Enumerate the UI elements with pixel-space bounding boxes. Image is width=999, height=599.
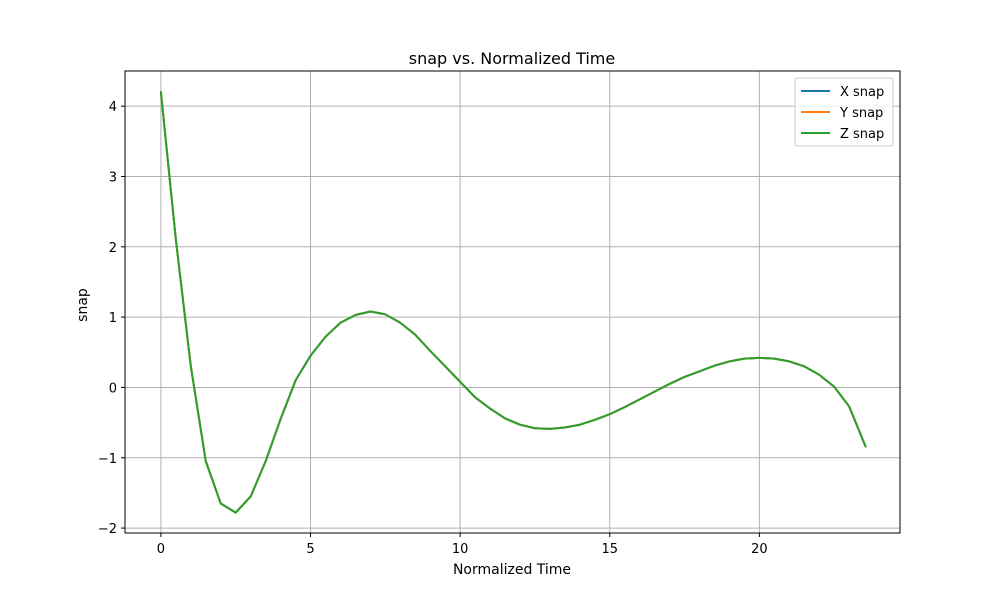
- y-axis-label: snap: [75, 288, 91, 322]
- legend-label: X snap: [840, 85, 884, 100]
- series-lines: [159, 91, 867, 514]
- plot-area-frame: [124, 70, 901, 534]
- x-tick-label: 5: [306, 542, 314, 557]
- grid-lines: [125, 71, 900, 533]
- series-line-z-snap: [159, 91, 867, 514]
- y-tick-label: −1: [98, 452, 117, 467]
- legend-label: Y snap: [839, 106, 883, 121]
- x-tick-label: 15: [601, 542, 618, 557]
- y-tick-label: 0: [109, 381, 117, 396]
- legend-box: [794, 77, 894, 147]
- y-tick-label: 3: [109, 170, 117, 185]
- y-tick-label: 4: [109, 100, 117, 115]
- legend-label: Z snap: [840, 127, 884, 142]
- x-tick-label: 10: [452, 542, 469, 557]
- axis-ticks: 0 5 10 15 20 −2 −1 0 1 2 3 4: [98, 100, 768, 557]
- x-tick-label: 20: [751, 542, 768, 557]
- y-tick-label: 1: [109, 311, 117, 326]
- legend: X snap Y snap Z snap: [794, 77, 894, 147]
- chart-title: snap vs. Normalized Time: [409, 49, 615, 68]
- x-tick-label: 0: [157, 542, 165, 557]
- y-tick-label: 2: [109, 241, 117, 256]
- y-tick-label: −2: [98, 522, 117, 537]
- x-axis-label: Normalized Time: [453, 562, 571, 578]
